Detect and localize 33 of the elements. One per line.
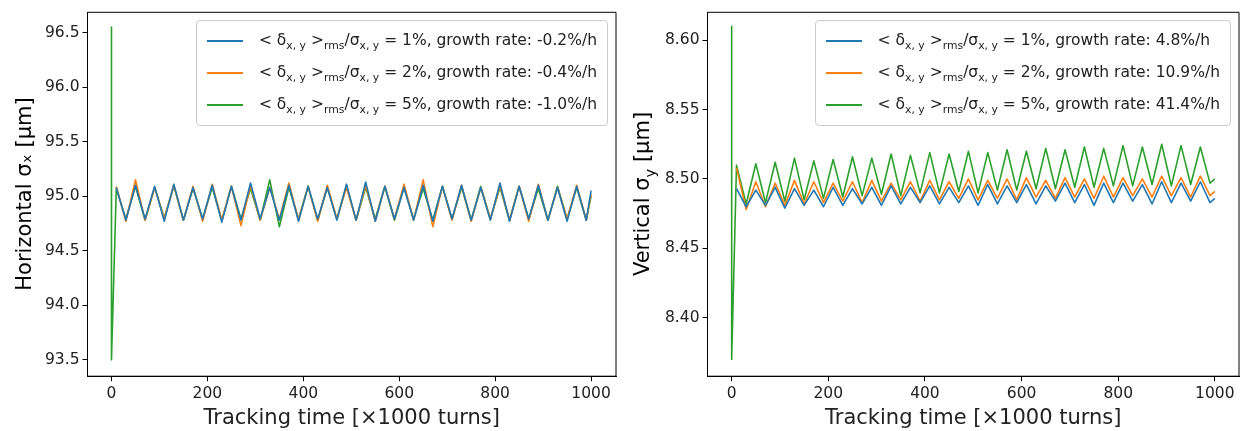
x-tick-label: 0: [726, 383, 737, 402]
legend-label: < δ$_{x, y}$ >$_{rms}$/σ$_{x, y}$ = 2%, growth rate: 10.9%/h: [877, 62, 1220, 84]
x-tick-label: 1000: [571, 383, 611, 402]
y-tick-label: 8.40: [665, 307, 700, 326]
x-tick-label: 200: [192, 383, 223, 402]
x-tick-label: 800: [480, 383, 510, 402]
y-tick-label: 8.45: [665, 238, 700, 257]
y-axis-title: Horizontal σₓ [µm]: [12, 97, 36, 291]
y-tick-label: 8.50: [665, 169, 700, 187]
x-tick-label: 600: [384, 383, 415, 402]
y-tick-label: 96.0: [45, 77, 80, 96]
x-tick-label: 400: [910, 383, 940, 402]
x-tick-label: 0: [106, 383, 117, 402]
x-tick-label: 1000: [1195, 383, 1235, 402]
legend-label: < δ$_{x, y}$ >$_{rms}$/σ$_{x, y}$ = 2%, growth rate: -0.4%/h: [258, 62, 597, 84]
legend-label: < δ$_{x, y}$ >$_{rms}$/σ$_{x, y}$ = 5%, growth rate: 41.4%/h: [877, 94, 1220, 116]
x-axis-title: Tracking time [×1000 turns]: [202, 404, 500, 429]
legend-label: < δ$_{x, y}$ >$_{rms}$/σ$_{x, y}$ = 1%, growth rate: -0.2%/h: [258, 30, 597, 52]
x-tick-label: 800: [1103, 383, 1133, 402]
y-tick-label: 95.0: [45, 186, 80, 205]
y-tick-label: 8.60: [665, 30, 700, 49]
legend-label: < δ$_{x, y}$ >$_{rms}$/σ$_{x, y}$ = 1%, growth rate: 4.8%/h: [877, 30, 1211, 52]
x-axis-title: Tracking time [×1000 turns]: [824, 404, 1122, 429]
x-tick-label: 200: [813, 383, 844, 402]
y-tick-label: 94.0: [45, 295, 80, 314]
legend-label: < δ$_{x, y}$ >$_{rms}$/σ$_{x, y}$ = 5%, growth rate: -1.0%/h: [258, 94, 597, 116]
x-tick-label: 600: [1006, 383, 1037, 402]
x-tick-label: 400: [288, 383, 319, 402]
y-tick-label: 95.5: [45, 131, 80, 150]
y-tick-label: 8.55: [665, 99, 700, 118]
y-tick-label: 94.5: [45, 240, 80, 259]
y-tick-label: 93.5: [45, 349, 80, 368]
y-tick-label: 96.5: [45, 22, 80, 41]
